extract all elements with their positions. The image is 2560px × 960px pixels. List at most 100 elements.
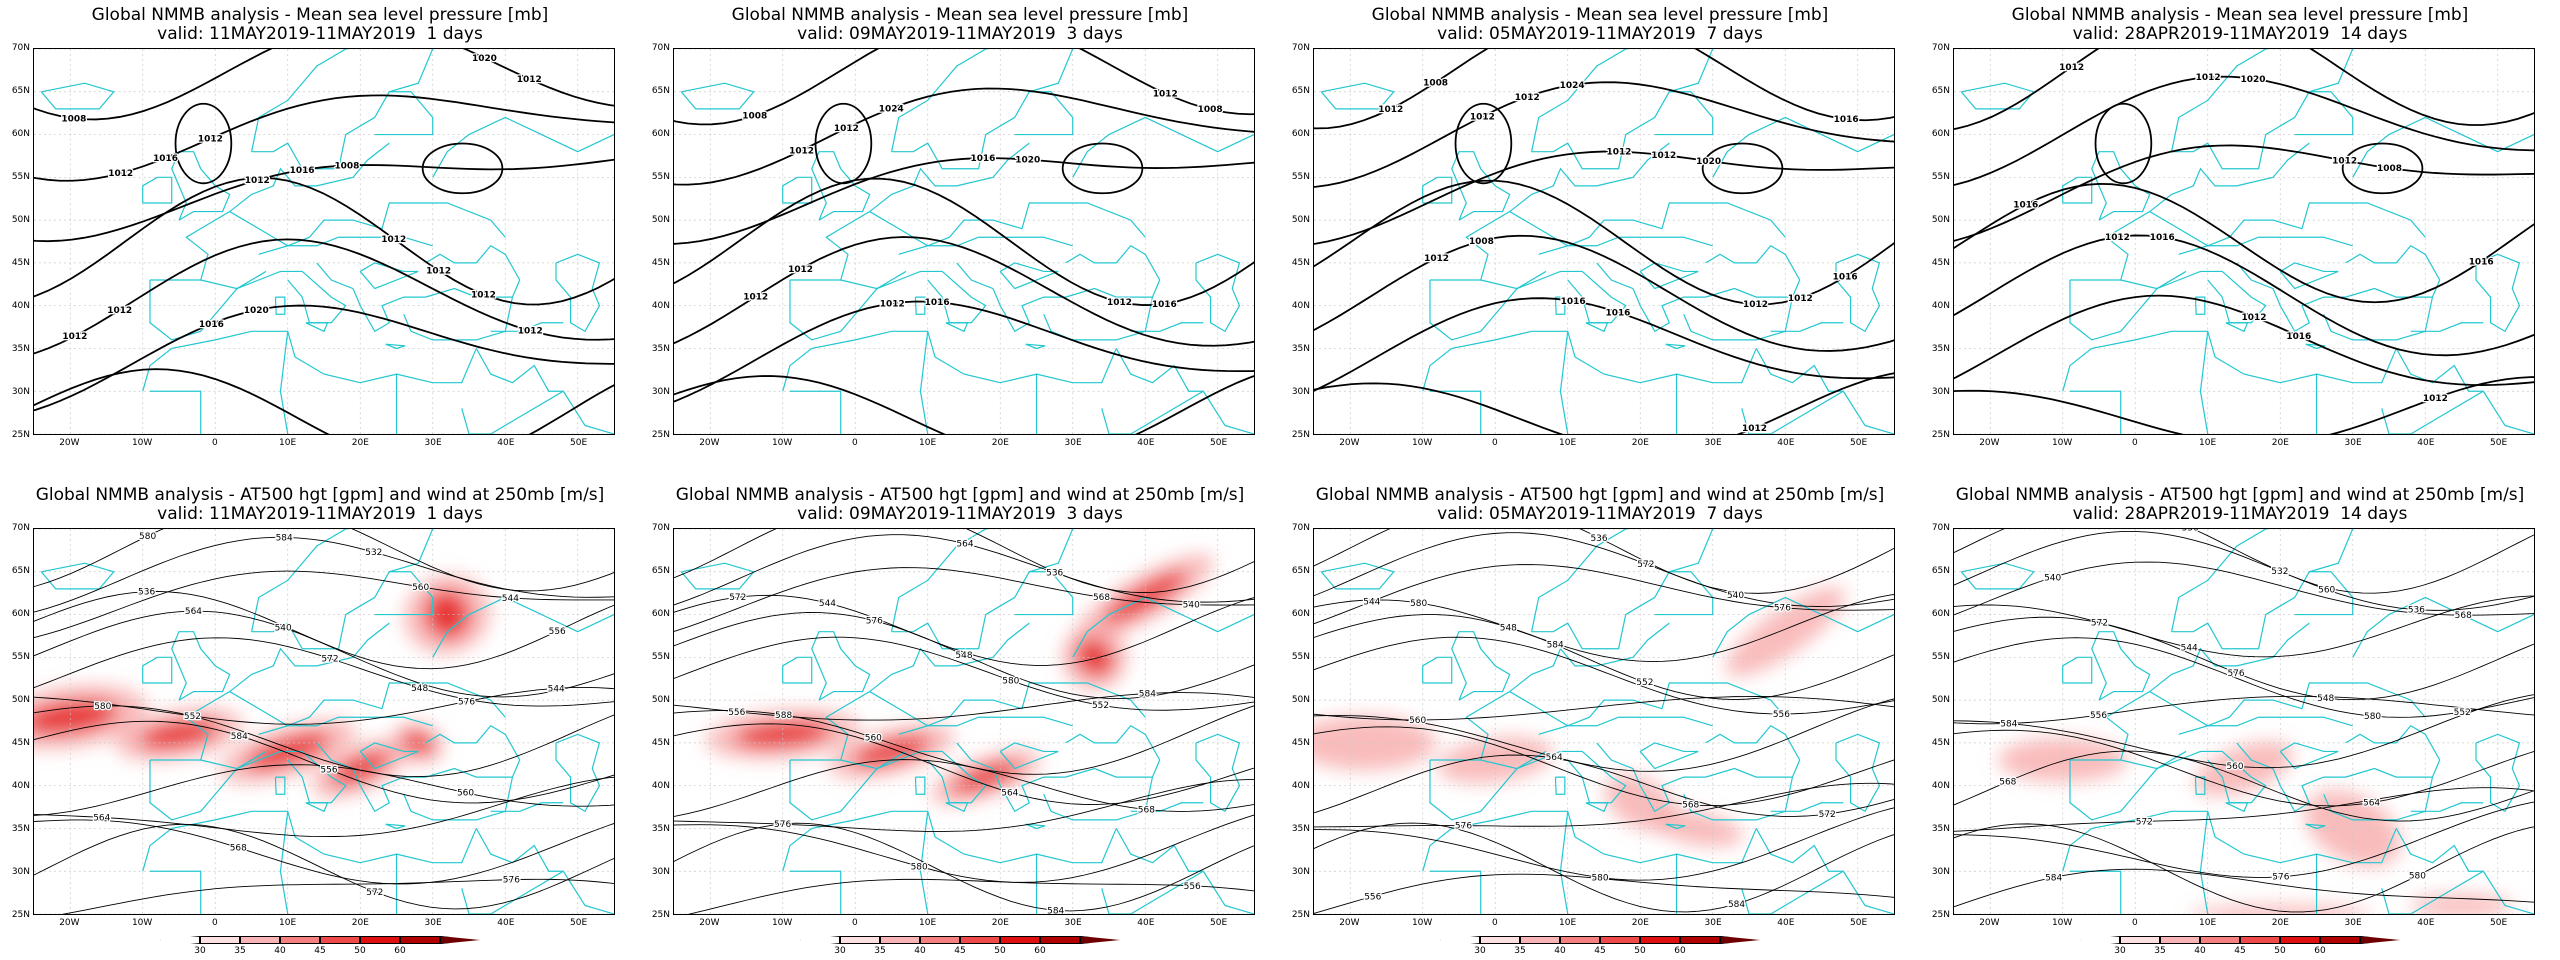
- isobar-label: 1012: [1153, 89, 1178, 99]
- longitude-label: 20W: [1979, 438, 2000, 448]
- latitude-label: 65N: [11, 566, 30, 576]
- longitude-label: 20E: [351, 438, 369, 448]
- height-label: 580: [139, 532, 156, 542]
- height-label: 584: [1728, 900, 1745, 910]
- latitude-label: 60N: [11, 609, 30, 619]
- isobar-label: 1020: [1015, 156, 1040, 166]
- latitude-label: 70N: [651, 43, 670, 53]
- longitude-label: 10W: [1411, 918, 1433, 928]
- longitude-label: 20W: [699, 438, 720, 448]
- colorbar-label: 60: [394, 946, 406, 956]
- height-label: 584: [231, 732, 248, 742]
- longitude-label: 20E: [1631, 438, 1649, 448]
- longitude-label: 30E: [1704, 438, 1722, 448]
- latitude-label: 25N: [11, 910, 30, 920]
- height-label: 544: [819, 599, 836, 609]
- latitude-label: 40N: [1291, 781, 1310, 791]
- isobar-label: 1024: [879, 104, 904, 114]
- height-label: 556: [728, 708, 745, 718]
- isobar-label: 1008: [61, 114, 86, 124]
- latitude-label: 65N: [651, 86, 670, 96]
- height-label: 588: [775, 711, 792, 721]
- height-contours: [1954, 529, 2534, 913]
- colorbar-swatch: [1080, 936, 1120, 944]
- longitude-label: 20E: [991, 918, 1009, 928]
- colorbar-swatch: [240, 936, 280, 944]
- isobars: [34, 49, 614, 434]
- latitude-label: 35N: [1931, 824, 1950, 834]
- isobar-label: 1020: [1696, 157, 1721, 167]
- colorbar-swatch: [2360, 936, 2400, 944]
- panel-valid-period: valid: 28APR2019-11MAY2019 14 days: [2072, 504, 2408, 524]
- isobars: [674, 49, 1254, 434]
- height-label: 572: [1637, 560, 1654, 570]
- isobar-label: 1012: [108, 169, 133, 179]
- latitude-label: 55N: [1931, 172, 1950, 182]
- colorbar-swatch: [2240, 936, 2280, 944]
- longitude-label: 20W: [1979, 918, 2000, 928]
- latitude-label: 50N: [651, 695, 670, 705]
- isobar-label: 1012: [789, 146, 814, 156]
- latitude-label: 45N: [651, 258, 670, 268]
- colorbar-swatch: [200, 936, 240, 944]
- latitude-label: 55N: [11, 172, 30, 182]
- height-label: 560: [865, 733, 882, 743]
- contour-labels: 1008 1024 1020 1016 1012 1016 1012 1008 1012 1016…: [741, 88, 1224, 311]
- height-label: 552: [2454, 708, 2471, 718]
- panel-title: Global NMMB analysis - AT500 hgt [gpm] a…: [675, 485, 1245, 505]
- coastlines: [1960, 49, 2534, 434]
- longitude-label: 50E: [2490, 438, 2508, 448]
- height-label: 576: [1455, 822, 1472, 832]
- contour-labels: 1012 1020 1008 1016 1016 1016 1012 1012 1012 1012…: [2012, 62, 2495, 406]
- latitude-label: 25N: [1931, 910, 1950, 920]
- latitude-label: 55N: [1291, 652, 1310, 662]
- height-contours: [674, 529, 1254, 914]
- map-area: 536 540 544 548 552 556 560 564 568 572 576 580 584 5…: [1313, 528, 1895, 915]
- latitude-label: 30N: [1291, 867, 1310, 877]
- longitude-label: 0: [212, 918, 218, 928]
- latitude-label: 55N: [1291, 172, 1310, 182]
- isobar-label: 1016: [2286, 332, 2311, 342]
- map-area: 5285325445365405485445525565605645685725…: [33, 528, 615, 915]
- isobar-label: 1012: [1107, 298, 1132, 308]
- colorbar-label: 45: [1594, 946, 1606, 956]
- isobars: [1954, 49, 2534, 434]
- height-label: 564: [1001, 788, 1018, 798]
- map-canvas: 5325365405445485525565605645685765805845…: [674, 529, 1254, 914]
- latitude-label: 70N: [11, 43, 30, 53]
- longitude-label: 30E: [1064, 918, 1082, 928]
- latitude-label: 70N: [651, 523, 670, 533]
- colorbar-swatch: [2160, 936, 2200, 944]
- longitude-label: 0: [2132, 438, 2138, 448]
- height-label: 584: [1547, 641, 1564, 651]
- colorbar-swatch: [1000, 936, 1040, 944]
- latitude-label: 30N: [651, 387, 670, 397]
- latitude-label: 35N: [651, 824, 670, 834]
- longitude-label: 0: [212, 438, 218, 448]
- colorbar-label: 50: [2274, 946, 2286, 956]
- map-panel-5: Global NMMB analysis - AT500 hgt [gpm] a…: [0, 480, 640, 960]
- colorbar-swatch: [2080, 936, 2120, 944]
- isobar-label: 1012: [1651, 151, 1676, 161]
- colorbar-label: 30: [194, 946, 206, 956]
- coastlines: [1960, 529, 2534, 914]
- height-label: 572: [2136, 817, 2153, 827]
- latitude-label: 50N: [1931, 695, 1950, 705]
- colorbar-label: 45: [314, 946, 326, 956]
- colorbar-label: 40: [914, 946, 926, 956]
- colorbar-label: 35: [874, 946, 886, 956]
- isobar-label: 1016: [153, 154, 178, 164]
- panel-valid-period: valid: 09MAY2019-11MAY2019 3 days: [797, 504, 1123, 524]
- height-label: 544: [548, 684, 565, 694]
- latitude-label: 55N: [1931, 652, 1950, 662]
- graticule: [1954, 49, 2534, 434]
- latitude-label: 50N: [11, 695, 30, 705]
- colorbar-swatch: [400, 936, 440, 944]
- graticule: [34, 49, 614, 434]
- map-panel-1: Global NMMB analysis - Mean sea level pr…: [0, 0, 640, 480]
- height-label: 564: [956, 540, 973, 550]
- isobar-label: 1012: [743, 292, 768, 302]
- longitude-label: 20E: [2271, 438, 2289, 448]
- latitude-label: 35N: [1291, 824, 1310, 834]
- longitude-label: 10W: [2051, 918, 2073, 928]
